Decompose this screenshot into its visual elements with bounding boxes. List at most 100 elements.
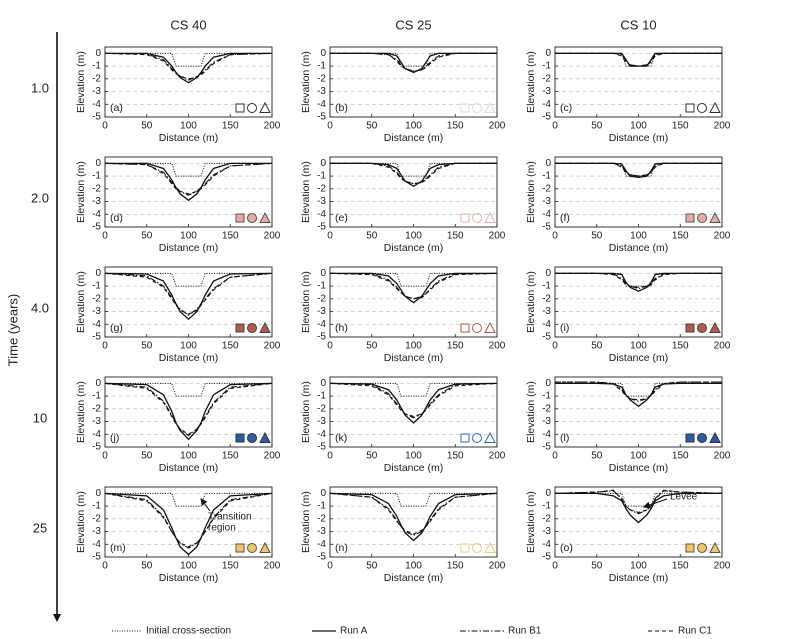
profile-line bbox=[105, 52, 272, 67]
plot-frame bbox=[104, 376, 273, 448]
y-axis-label: Elevation (m) bbox=[300, 381, 312, 443]
symbol-circle bbox=[472, 433, 482, 443]
y-tick-label: -2 bbox=[92, 513, 101, 524]
x-tick-label: 200 bbox=[489, 451, 506, 462]
y-axis-label: Elevation (m) bbox=[300, 161, 312, 223]
y-tick-label: -3 bbox=[92, 86, 101, 97]
profile-line bbox=[330, 492, 497, 507]
panel-label: (k) bbox=[335, 432, 347, 444]
y-tick-label: -5 bbox=[542, 222, 551, 233]
y-tick-label: -5 bbox=[317, 552, 326, 563]
y-tick-label: -4 bbox=[92, 209, 101, 220]
symbol-triangle bbox=[484, 541, 496, 553]
annotation: Levee bbox=[670, 492, 698, 503]
x-tick-label: 50 bbox=[366, 451, 378, 462]
y-tick-label: -5 bbox=[92, 442, 101, 453]
y-axis-label: Elevation (m) bbox=[525, 161, 537, 223]
legend-label: Run B1 bbox=[508, 626, 542, 637]
y-tick-label: 0 bbox=[320, 268, 326, 279]
y-axis-label: Elevation (m) bbox=[300, 271, 312, 333]
panel-label: (l) bbox=[560, 432, 569, 444]
y-tick-label: -3 bbox=[92, 416, 101, 427]
profile-line bbox=[105, 52, 272, 84]
symbol-triangle bbox=[259, 211, 271, 223]
legend-label: Initial cross-section bbox=[146, 626, 231, 637]
x-tick-label: 100 bbox=[630, 121, 647, 132]
y-tick-label: -3 bbox=[542, 86, 551, 97]
x-tick-label: 100 bbox=[405, 561, 422, 572]
panel-label: (c) bbox=[560, 102, 572, 114]
profile-line bbox=[555, 272, 722, 292]
x-tick-label: 0 bbox=[327, 121, 333, 132]
y-tick-label: -3 bbox=[542, 196, 551, 207]
time-label: Time (years) bbox=[5, 294, 20, 366]
row-label: 2.0 bbox=[31, 190, 49, 205]
x-tick-label: 50 bbox=[141, 341, 153, 352]
y-tick-label: -2 bbox=[317, 403, 326, 414]
symbol-square bbox=[685, 213, 695, 223]
profile-line bbox=[329, 492, 498, 535]
x-tick-label: 100 bbox=[405, 451, 422, 462]
profile-line bbox=[105, 272, 272, 287]
profile-line bbox=[104, 492, 273, 549]
x-tick-label: 100 bbox=[630, 341, 647, 352]
y-tick-label: -5 bbox=[317, 222, 326, 233]
profile-line bbox=[104, 382, 273, 435]
plot-frame bbox=[104, 266, 273, 338]
profile-line bbox=[105, 162, 272, 177]
profile-line bbox=[555, 52, 722, 67]
y-tick-label: -4 bbox=[92, 319, 101, 330]
y-axis-label: Elevation (m) bbox=[300, 491, 312, 553]
panel-label: (b) bbox=[335, 102, 348, 114]
profile-line bbox=[105, 492, 272, 507]
x-tick-label: 150 bbox=[672, 451, 689, 462]
symbol-triangle bbox=[259, 541, 271, 553]
y-axis-label: Elevation (m) bbox=[525, 491, 537, 553]
profile-line bbox=[329, 382, 498, 419]
symbol-circle bbox=[247, 323, 257, 333]
symbol-circle bbox=[247, 103, 257, 113]
column-title: CS 25 bbox=[395, 17, 431, 32]
y-tick-label: 0 bbox=[95, 378, 101, 389]
x-tick-label: 100 bbox=[180, 451, 197, 462]
x-tick-label: 150 bbox=[447, 341, 464, 352]
annotation-arrow bbox=[200, 498, 211, 512]
profile-line bbox=[104, 272, 273, 315]
x-axis-label: Distance (m) bbox=[384, 572, 444, 584]
x-tick-label: 0 bbox=[552, 451, 558, 462]
y-tick-label: -1 bbox=[317, 281, 326, 292]
x-axis-label: Distance (m) bbox=[609, 132, 669, 144]
y-tick-label: -4 bbox=[317, 319, 326, 330]
symbol-square bbox=[235, 323, 245, 333]
y-tick-label: -4 bbox=[317, 99, 326, 110]
x-tick-label: 100 bbox=[180, 121, 197, 132]
y-axis-label: Elevation (m) bbox=[525, 51, 537, 113]
symbol-square bbox=[235, 213, 245, 223]
y-tick-label: -1 bbox=[317, 391, 326, 402]
x-tick-label: 200 bbox=[264, 451, 281, 462]
panel-label: (d) bbox=[110, 212, 123, 224]
x-tick-label: 200 bbox=[264, 341, 281, 352]
y-tick-label: -1 bbox=[317, 61, 326, 72]
x-axis-label: Distance (m) bbox=[384, 352, 444, 364]
plot-frame bbox=[104, 156, 273, 228]
y-tick-label: -5 bbox=[542, 332, 551, 343]
profile-line bbox=[555, 52, 722, 67]
y-axis-label: Elevation (m) bbox=[75, 491, 87, 553]
x-tick-label: 150 bbox=[222, 451, 239, 462]
profile-line bbox=[104, 162, 273, 196]
x-tick-label: 50 bbox=[591, 121, 603, 132]
x-axis-label: Distance (m) bbox=[159, 132, 219, 144]
y-tick-label: -3 bbox=[542, 306, 551, 317]
y-tick-label: 0 bbox=[545, 378, 551, 389]
y-tick-label: -4 bbox=[92, 99, 101, 110]
x-tick-label: 0 bbox=[102, 561, 108, 572]
x-tick-label: 50 bbox=[591, 561, 603, 572]
panel-label: (n) bbox=[335, 542, 348, 554]
y-axis-label: Elevation (m) bbox=[75, 381, 87, 443]
row-label: 25 bbox=[33, 520, 47, 535]
x-tick-label: 0 bbox=[327, 231, 333, 242]
plot-frame bbox=[554, 46, 723, 118]
profile-line bbox=[555, 162, 722, 177]
row-label: 4.0 bbox=[31, 300, 49, 315]
